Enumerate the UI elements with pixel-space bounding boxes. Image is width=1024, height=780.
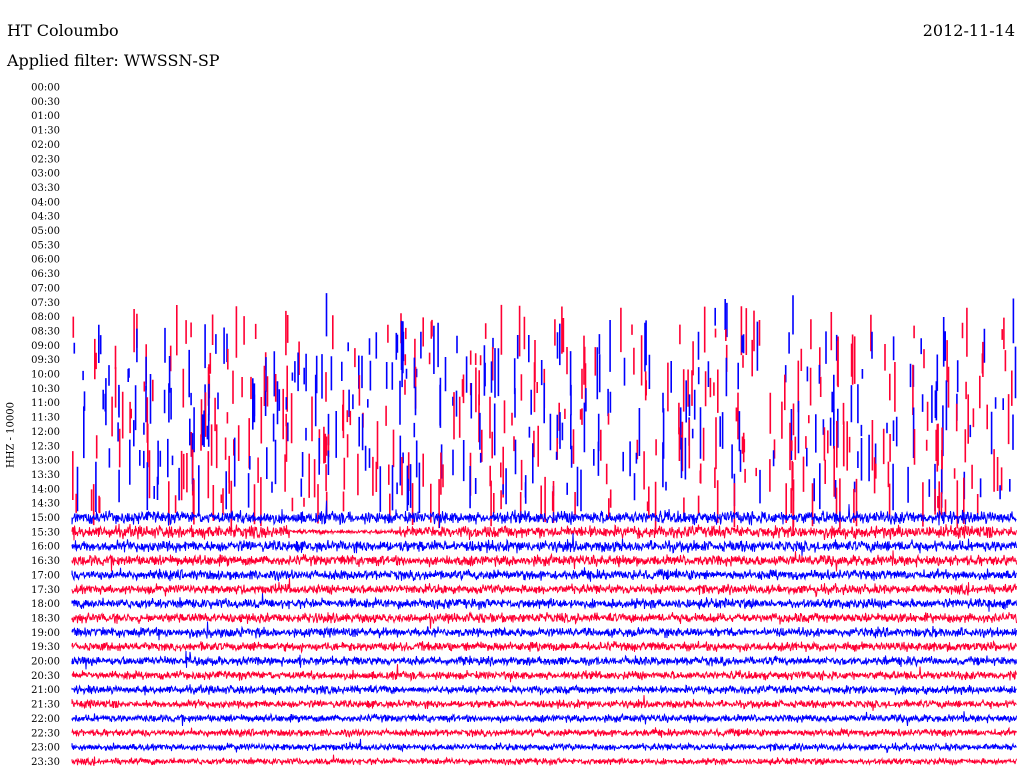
trace-row: [73, 317, 986, 374]
row-label: 07:30: [31, 298, 60, 309]
trace-row: [71, 754, 1017, 766]
row-label: 10:00: [31, 370, 60, 381]
trace-row: [94, 334, 1007, 388]
row-label: 23:00: [31, 743, 60, 754]
trace-row: [71, 533, 1017, 557]
trace-row: [325, 293, 1015, 344]
trace-row: [72, 304, 1005, 358]
trace-row: [71, 578, 1017, 598]
row-label: 11:30: [31, 413, 60, 424]
row-label: 17:00: [31, 570, 60, 581]
row-label: 04:00: [31, 197, 60, 208]
row-label: 03:30: [31, 183, 60, 194]
row-label: 05:30: [31, 240, 60, 251]
row-label: 12:00: [31, 427, 60, 438]
trace-row: [82, 345, 1017, 400]
row-label: 06:30: [31, 269, 60, 280]
row-label: 10:30: [31, 384, 60, 395]
row-label: 22:30: [31, 728, 60, 739]
row-label: 23:30: [31, 757, 60, 768]
trace-row: [75, 476, 979, 532]
row-tick-labels: 00:00 00:30 01:00 01:30 02:00 02:30 03:00 03:30…: [31, 83, 60, 768]
trace-rows: [71, 293, 1017, 766]
trace-row: [76, 461, 1011, 516]
row-label: 18:30: [31, 613, 60, 624]
trace-row: [71, 726, 1017, 738]
row-label: 05:00: [31, 226, 60, 237]
row-label: 09:30: [31, 355, 60, 366]
trace-row: [71, 738, 1017, 754]
row-label: 16:30: [31, 556, 60, 567]
trace-row: [108, 433, 877, 488]
row-label: 18:00: [31, 599, 60, 610]
row-label: 22:00: [31, 714, 60, 725]
trace-row: [71, 695, 1017, 711]
row-label: 13:00: [31, 456, 60, 467]
row-label: 02:00: [31, 140, 60, 151]
row-label: 20:30: [31, 671, 60, 682]
row-label: 00:30: [31, 97, 60, 108]
row-label: 03:00: [31, 169, 60, 180]
trace-row: [83, 400, 1014, 461]
row-label: 21:30: [31, 700, 60, 711]
row-label: 15:00: [31, 513, 60, 524]
trace-row: [71, 684, 1017, 696]
station-title: HT Coloumbo: [7, 21, 119, 40]
date-label: 2012-11-14: [922, 21, 1015, 40]
trace-row: [114, 360, 1013, 415]
trace-row: [71, 593, 1017, 612]
row-label: 19:00: [31, 628, 60, 639]
trace-row: [71, 621, 1017, 641]
trace-row: [71, 711, 1017, 727]
row-label: 02:30: [31, 154, 60, 165]
trace-row: [71, 567, 1017, 582]
row-label: 08:30: [31, 326, 60, 337]
row-label: 14:00: [31, 484, 60, 495]
trace-row: [71, 650, 1017, 670]
row-label: 19:30: [31, 642, 60, 653]
trace-row: [71, 500, 1017, 529]
row-label: 17:30: [31, 585, 60, 596]
row-label: 08:00: [31, 312, 60, 323]
trace-row: [71, 664, 1017, 683]
row-label: 09:00: [31, 341, 60, 352]
row-label: 21:00: [31, 685, 60, 696]
row-label: 13:30: [31, 470, 60, 481]
trace-row: [95, 417, 967, 472]
trace-row: [71, 640, 1017, 654]
row-label: 01:00: [31, 111, 60, 122]
trace-row: [71, 523, 1017, 541]
row-label: 14:30: [31, 499, 60, 510]
filter-label: Applied filter: WWSSN-SP: [7, 51, 220, 70]
row-label: 00:00: [31, 83, 60, 94]
row-label: 04:30: [31, 212, 60, 223]
row-label: 11:00: [31, 398, 60, 409]
trace-row: [72, 446, 1003, 501]
row-label: 20:00: [31, 657, 60, 668]
row-label: 01:30: [31, 126, 60, 137]
row-label: 16:00: [31, 542, 60, 553]
trace-row: [71, 611, 1017, 629]
trace-row: [71, 550, 1017, 572]
row-label: 07:00: [31, 283, 60, 294]
row-label: 06:00: [31, 255, 60, 266]
row-label: 12:30: [31, 441, 60, 452]
row-label: 15:30: [31, 527, 60, 538]
